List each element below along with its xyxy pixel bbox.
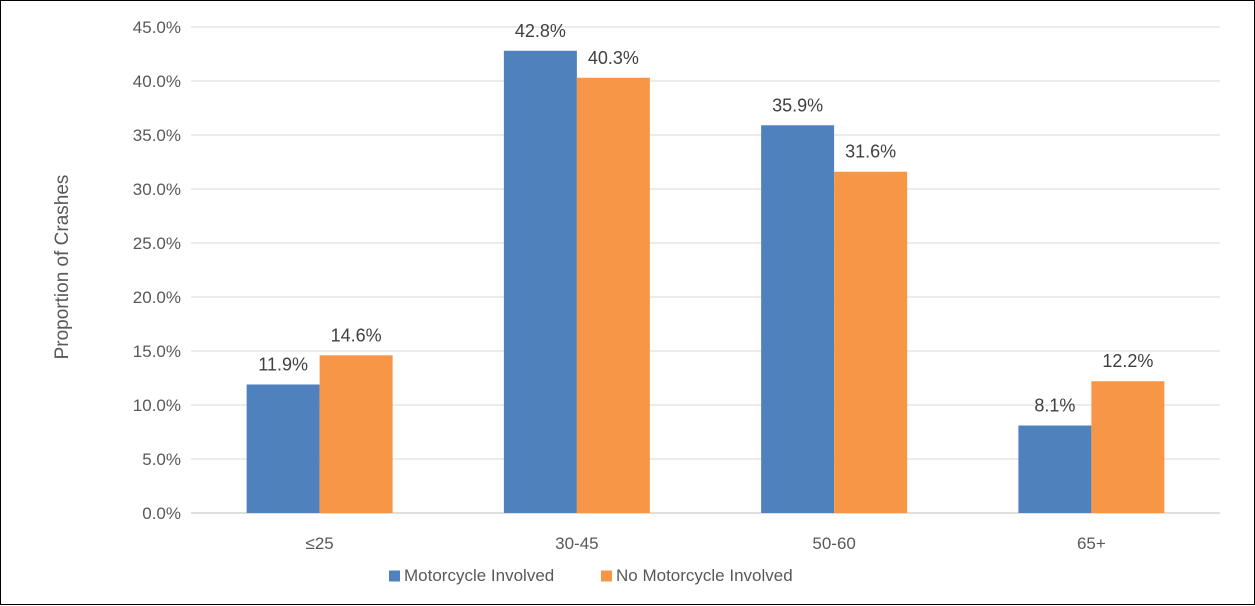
x-tick-label: 65+ [1077,534,1106,553]
y-axis-ticks: 0.0% 5.0% 10.0% 15.0% 20.0% 25.0% 30.0% 35.0% 40… [133,18,181,523]
data-label: 11.9% [258,354,308,374]
data-label: 12.2% [1102,351,1153,371]
y-tick-label: 5.0% [142,450,181,469]
x-tick-label: 30-45 [555,534,598,553]
y-tick-label: 25.0% [133,234,181,253]
x-tick-label: 50-60 [812,534,855,553]
y-tick-label: 10.0% [133,396,181,415]
bars [246,50,1165,513]
y-tick-label: 45.0% [133,18,181,37]
bar [576,77,650,513]
bar [319,355,393,513]
legend-label: No Motorcycle Involved [616,566,793,585]
x-axis-ticks: ≤25 30-45 50-60 65+ [306,534,1106,553]
y-tick-label: 30.0% [133,180,181,199]
x-tick-label: ≤25 [306,534,334,553]
bar [1091,381,1165,513]
bar [246,384,320,513]
y-tick-label: 20.0% [133,288,181,307]
bar [761,125,835,513]
data-labels: 11.9% 14.6% 42.8% 40.3% 35.9% 31.6% 8.1% 12.2% [258,21,1153,416]
y-tick-label: 15.0% [133,342,181,361]
data-label: 42.8% [515,21,566,41]
y-tick-label: 40.0% [133,72,181,91]
y-axis-title: Proportion of Crashes [52,175,73,360]
legend-swatch [601,570,612,582]
legend-swatch [389,570,400,582]
data-label: 14.6% [331,325,382,345]
bar [834,171,908,513]
y-tick-label: 0.0% [142,504,181,523]
bar [1018,425,1092,513]
data-label: 35.9% [772,95,823,115]
bar [503,50,577,513]
legend-label: Motorcycle Involved [404,566,554,585]
data-label: 8.1% [1034,396,1075,416]
y-tick-label: 35.0% [133,126,181,145]
data-label: 40.3% [588,48,639,68]
legend: Motorcycle Involved No Motorcycle Involve… [389,566,793,585]
data-label: 31.6% [845,142,896,162]
